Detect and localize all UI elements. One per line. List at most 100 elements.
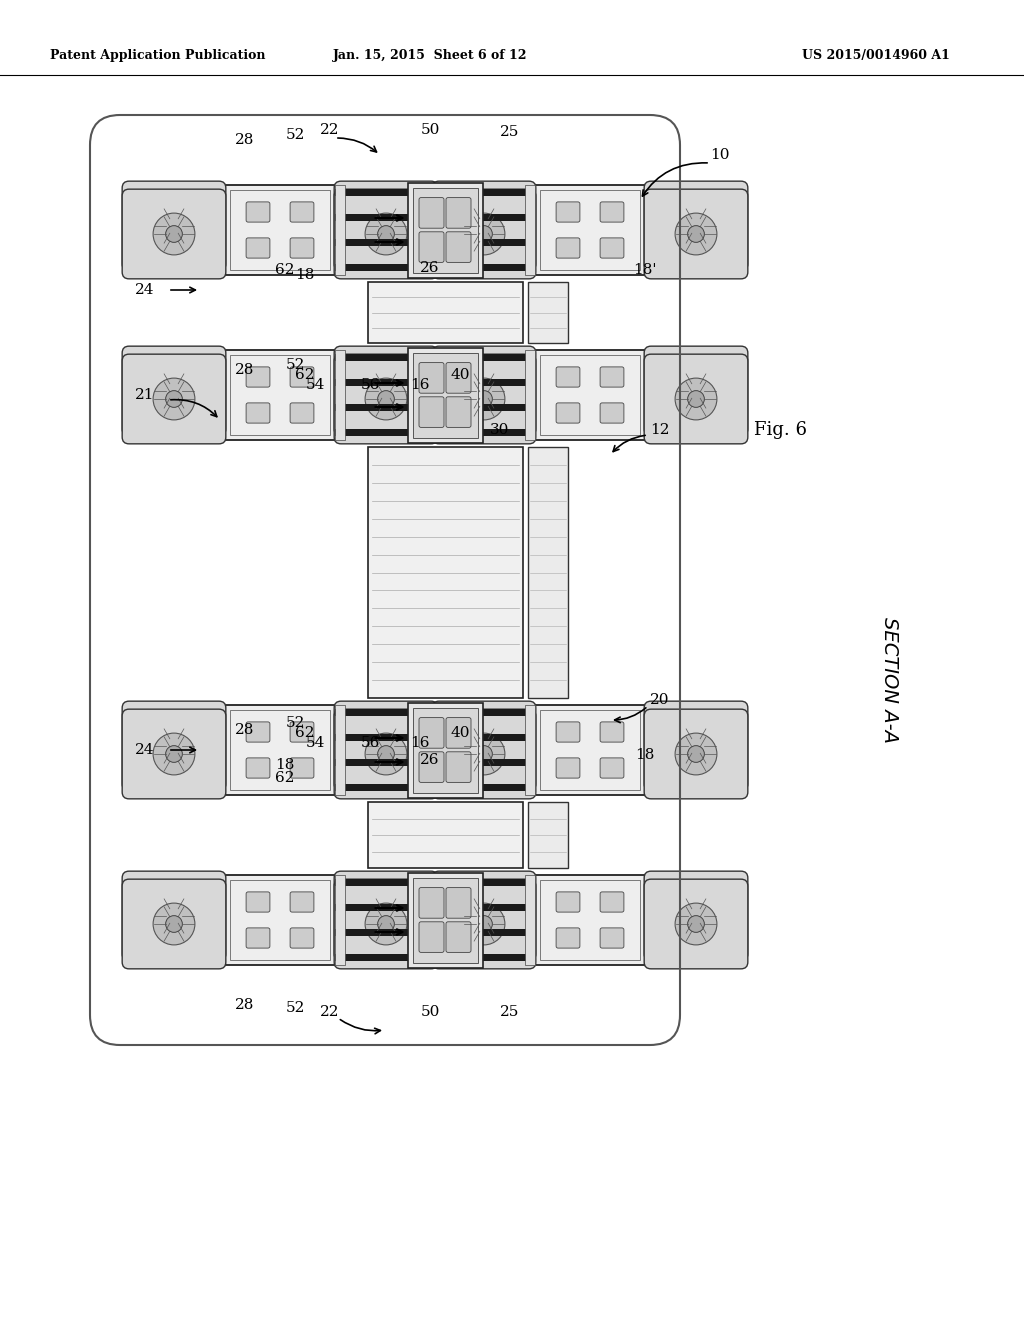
FancyBboxPatch shape: [432, 879, 536, 969]
Circle shape: [366, 370, 407, 412]
FancyBboxPatch shape: [600, 202, 624, 222]
Circle shape: [463, 370, 505, 412]
Text: 20: 20: [650, 693, 670, 708]
FancyBboxPatch shape: [246, 202, 270, 222]
Circle shape: [378, 218, 394, 235]
Bar: [335, 904, 535, 911]
Text: 22: 22: [321, 1005, 340, 1019]
FancyBboxPatch shape: [556, 403, 580, 424]
Text: 40: 40: [451, 726, 470, 741]
Circle shape: [688, 226, 705, 243]
Bar: [413, 187, 477, 272]
Circle shape: [688, 738, 705, 754]
FancyBboxPatch shape: [446, 397, 471, 428]
Text: 24: 24: [135, 282, 155, 297]
FancyBboxPatch shape: [644, 709, 748, 799]
Circle shape: [463, 903, 505, 945]
Circle shape: [675, 370, 717, 412]
Bar: [535, 875, 645, 965]
Text: 16: 16: [411, 378, 430, 392]
Circle shape: [675, 213, 717, 255]
Circle shape: [378, 391, 394, 408]
FancyBboxPatch shape: [122, 871, 226, 961]
Circle shape: [463, 213, 505, 255]
Circle shape: [378, 738, 394, 754]
FancyBboxPatch shape: [600, 928, 624, 948]
FancyBboxPatch shape: [334, 346, 438, 436]
Text: 28: 28: [236, 723, 255, 737]
Bar: [527, 803, 567, 869]
Circle shape: [463, 733, 505, 775]
Text: 62: 62: [295, 726, 314, 741]
FancyBboxPatch shape: [600, 367, 624, 387]
Bar: [335, 189, 535, 195]
FancyBboxPatch shape: [334, 879, 438, 969]
FancyBboxPatch shape: [600, 892, 624, 912]
FancyBboxPatch shape: [122, 189, 226, 279]
Bar: [540, 880, 640, 960]
Circle shape: [154, 370, 195, 412]
Bar: [335, 784, 535, 791]
Text: Patent Application Publication: Patent Application Publication: [50, 49, 265, 62]
Bar: [408, 873, 482, 968]
FancyBboxPatch shape: [644, 871, 748, 961]
Circle shape: [166, 383, 182, 400]
Circle shape: [154, 895, 195, 937]
Text: 18: 18: [635, 748, 654, 762]
Bar: [413, 708, 477, 792]
Text: 18': 18': [633, 263, 656, 277]
FancyBboxPatch shape: [432, 871, 536, 961]
FancyBboxPatch shape: [419, 397, 444, 428]
Text: 24: 24: [135, 743, 155, 756]
FancyBboxPatch shape: [290, 722, 314, 742]
Bar: [368, 282, 522, 343]
Circle shape: [475, 226, 493, 243]
Bar: [335, 709, 535, 715]
Bar: [525, 350, 535, 440]
FancyBboxPatch shape: [556, 238, 580, 259]
Circle shape: [675, 378, 717, 420]
Bar: [335, 379, 535, 385]
Text: 28: 28: [236, 998, 255, 1012]
Circle shape: [166, 391, 182, 408]
FancyBboxPatch shape: [446, 921, 471, 953]
Text: 18: 18: [295, 268, 314, 282]
Bar: [527, 447, 567, 698]
Bar: [225, 350, 335, 440]
FancyBboxPatch shape: [334, 701, 438, 791]
FancyBboxPatch shape: [122, 709, 226, 799]
FancyBboxPatch shape: [122, 354, 226, 444]
Text: 25: 25: [501, 1005, 520, 1019]
FancyBboxPatch shape: [556, 367, 580, 387]
Bar: [413, 878, 477, 962]
FancyBboxPatch shape: [290, 892, 314, 912]
Bar: [335, 875, 345, 965]
Text: US 2015/0014960 A1: US 2015/0014960 A1: [802, 49, 950, 62]
Bar: [335, 185, 345, 275]
FancyBboxPatch shape: [334, 871, 438, 961]
Text: 28: 28: [236, 133, 255, 147]
FancyBboxPatch shape: [246, 928, 270, 948]
FancyBboxPatch shape: [446, 198, 471, 228]
Circle shape: [378, 383, 394, 400]
Circle shape: [675, 205, 717, 247]
FancyBboxPatch shape: [419, 198, 444, 228]
FancyBboxPatch shape: [432, 346, 536, 436]
Circle shape: [463, 725, 505, 767]
Text: 62: 62: [295, 368, 314, 381]
Bar: [335, 879, 535, 886]
Text: 54: 54: [305, 737, 325, 750]
Text: SECTION A-A: SECTION A-A: [881, 616, 899, 743]
Bar: [540, 355, 640, 436]
FancyBboxPatch shape: [246, 758, 270, 777]
Text: 21: 21: [135, 388, 155, 403]
Text: 62: 62: [275, 263, 295, 277]
Text: 56: 56: [360, 378, 380, 392]
Text: 52: 52: [286, 358, 305, 372]
FancyBboxPatch shape: [432, 354, 536, 444]
FancyBboxPatch shape: [122, 879, 226, 969]
Circle shape: [166, 738, 182, 754]
FancyBboxPatch shape: [246, 367, 270, 387]
FancyBboxPatch shape: [290, 367, 314, 387]
FancyBboxPatch shape: [246, 892, 270, 912]
